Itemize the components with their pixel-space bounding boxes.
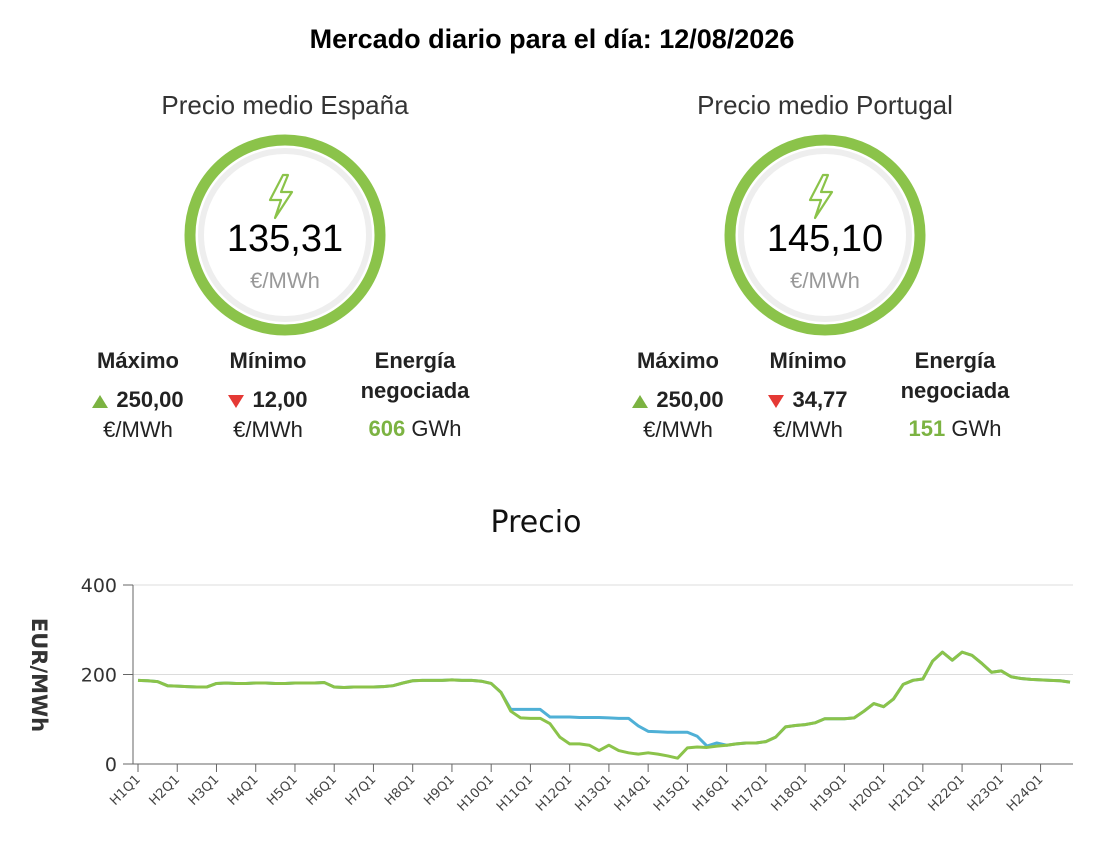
stat-value: 250,00 [116, 387, 184, 412]
energy-value: 151 [908, 416, 946, 441]
y-tick-label: 0 [105, 754, 117, 776]
card-title: Precio medio España [161, 90, 409, 120]
ring-outer [724, 134, 926, 336]
price-unit: €/MWh [250, 268, 320, 293]
x-tick-label: H5Q1 [264, 772, 300, 808]
x-tick-label: H11Q1 [494, 772, 536, 814]
x-tick-label: H23Q1 [965, 772, 1007, 814]
x-tick-label: H24Q1 [1004, 772, 1046, 814]
price-ring [184, 134, 386, 336]
x-tick-label: H14Q1 [612, 772, 654, 814]
x-tick-label: H12Q1 [533, 772, 575, 814]
bolt-icon [268, 173, 294, 220]
trend-arrow [228, 394, 245, 408]
chart: Precio EUR/MWh 0 200 400 H1Q1 H2Q1 H3Q1 H4Q1 H5… [27, 505, 1073, 815]
minimum-stat: Mínimo 12,00 €/MWh [193, 346, 343, 445]
stat-label: Mínimo [769, 348, 847, 373]
stat-value: 34,77 [792, 387, 848, 412]
stat-label: Máximo [637, 348, 719, 373]
x-tick-label: H9Q1 [421, 772, 457, 808]
x-tick-label: H15Q1 [651, 772, 693, 814]
stat-unit: €/MWh [643, 417, 713, 442]
stat-label: Mínimo [229, 348, 307, 373]
ring-outer [184, 134, 386, 336]
price-value: 145,10 [766, 218, 884, 260]
x-tick-label: H21Q1 [886, 772, 928, 814]
stat-unit: €/MWh [103, 417, 173, 442]
energy-row: 606 GWh [340, 414, 490, 444]
bolt-icon [808, 173, 834, 220]
x-tick-label: H6Q1 [304, 772, 340, 808]
x-tick-label: H10Q1 [455, 772, 497, 814]
energy-label: Energía negociada [360, 348, 470, 403]
ring-inner [198, 148, 372, 322]
energy-unit: GWh [951, 416, 1002, 441]
energy-label: Energía negociada [900, 348, 1010, 403]
card-title: Precio medio Portugal [697, 90, 953, 120]
stat-unit: €/MWh [773, 417, 843, 442]
maximum-stat: Máximo 250,00 €/MWh [63, 346, 213, 445]
x-tick-label: H18Q1 [769, 772, 811, 814]
series-line [137, 650, 1071, 760]
stat-value-row: 250,00 [603, 385, 753, 415]
y-axis-label: EUR/MWh [27, 618, 51, 732]
minimum-stat: Mínimo 34,77 €/MWh [733, 346, 883, 445]
x-tick-label: H17Q1 [729, 772, 771, 814]
energy-stat: Energía negociada 151 GWh [880, 346, 1030, 444]
energy-value: 606 [368, 416, 406, 441]
y-tick-label: 400 [81, 575, 117, 597]
stat-value-row: 250,00 [63, 385, 213, 415]
x-tick-label: H13Q1 [572, 772, 614, 814]
x-tick-label: H7Q1 [343, 772, 379, 808]
y-tick-label: 200 [81, 665, 117, 687]
price-value: 135,31 [226, 218, 344, 260]
stat-unit: €/MWh [233, 417, 303, 442]
maximum-stat: Máximo 250,00 €/MWh [603, 346, 753, 445]
energy-row: 151 GWh [880, 414, 1030, 444]
price-unit: €/MWh [790, 268, 860, 293]
x-tick-label: H2Q1 [147, 772, 183, 808]
x-tick-label: H3Q1 [186, 772, 222, 808]
x-tick-label: H16Q1 [690, 772, 732, 814]
trend-arrow [632, 394, 649, 408]
price-ring [724, 134, 926, 336]
stat-label: Máximo [97, 348, 179, 373]
stat-value: 250,00 [656, 387, 724, 412]
stat-value-row: 34,77 [733, 385, 883, 415]
x-tick-label: H1Q1 [107, 772, 143, 808]
ring-inner [738, 148, 912, 322]
x-tick-label: H20Q1 [847, 772, 889, 814]
page-title: Mercado diario para el día: 12/08/2026 [309, 24, 795, 54]
energy-stat: Energía negociada 606 GWh [340, 346, 490, 444]
x-tick-label: H4Q1 [225, 772, 261, 808]
x-tick-label: H22Q1 [926, 772, 968, 814]
trend-arrow [768, 394, 785, 408]
stat-value-row: 12,00 [193, 385, 343, 415]
stat-value: 12,00 [252, 387, 308, 412]
x-tick-label: H8Q1 [382, 772, 418, 808]
chart-title: Precio [491, 505, 582, 540]
trend-arrow [92, 394, 109, 408]
x-tick-label: H19Q1 [808, 772, 850, 814]
energy-unit: GWh [411, 416, 462, 441]
